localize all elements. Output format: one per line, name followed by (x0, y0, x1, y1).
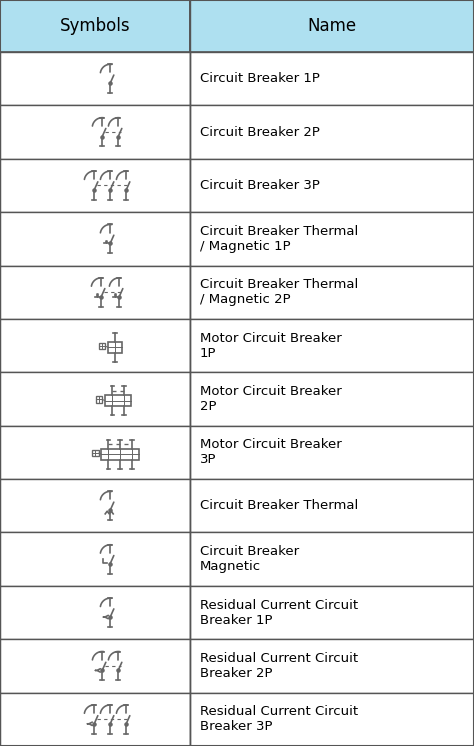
Bar (0, 52, 190, 105)
Bar (190, 212, 474, 266)
Bar (190, 639, 474, 692)
Text: Residual Current Circuit
Breaker 2P: Residual Current Circuit Breaker 2P (200, 652, 358, 680)
Bar (190, 533, 474, 586)
Bar (0, 426, 190, 479)
Text: Circuit Breaker 3P: Circuit Breaker 3P (200, 179, 320, 192)
Text: Motor Circuit Breaker
2P: Motor Circuit Breaker 2P (200, 385, 342, 413)
Bar (0, 266, 190, 319)
Bar (190, 159, 474, 212)
Bar (190, 426, 474, 479)
Bar (190, 586, 474, 639)
Text: Circuit Breaker 2P: Circuit Breaker 2P (200, 125, 320, 139)
Text: Circuit Breaker 1P: Circuit Breaker 1P (200, 72, 320, 85)
Bar (0, 159, 190, 212)
Bar (0, 533, 190, 586)
Bar (190, 692, 474, 746)
Bar (96, 396, 102, 403)
Bar (101, 449, 139, 460)
Bar (190, 319, 474, 372)
Bar (0, 479, 190, 533)
Bar (92, 450, 99, 456)
Bar (190, 266, 474, 319)
Bar (0, 639, 190, 692)
Bar (0, 212, 190, 266)
Bar (99, 343, 105, 349)
Bar (0, 692, 190, 746)
Text: Residual Current Circuit
Breaker 3P: Residual Current Circuit Breaker 3P (200, 705, 358, 733)
Text: Motor Circuit Breaker
3P: Motor Circuit Breaker 3P (200, 439, 342, 466)
Text: Symbols: Symbols (60, 17, 130, 35)
Text: Residual Current Circuit
Breaker 1P: Residual Current Circuit Breaker 1P (200, 598, 358, 627)
Text: Circuit Breaker Thermal
/ Magnetic 1P: Circuit Breaker Thermal / Magnetic 1P (200, 225, 358, 253)
Bar (190, 105, 474, 159)
Text: Circuit Breaker
Magnetic: Circuit Breaker Magnetic (200, 545, 299, 573)
Text: Name: Name (308, 17, 356, 35)
Bar (108, 342, 122, 353)
Bar (190, 479, 474, 533)
Bar (0, 319, 190, 372)
Text: Circuit Breaker Thermal
/ Magnetic 2P: Circuit Breaker Thermal / Magnetic 2P (200, 278, 358, 306)
Text: Circuit Breaker Thermal: Circuit Breaker Thermal (200, 499, 358, 513)
Bar (190, 372, 474, 426)
Bar (190, 52, 474, 105)
Bar (190, 0, 474, 52)
Bar (0, 105, 190, 159)
Bar (105, 395, 131, 407)
Bar (0, 372, 190, 426)
Bar (0, 0, 190, 52)
Text: Motor Circuit Breaker
1P: Motor Circuit Breaker 1P (200, 332, 342, 360)
Bar (0, 586, 190, 639)
